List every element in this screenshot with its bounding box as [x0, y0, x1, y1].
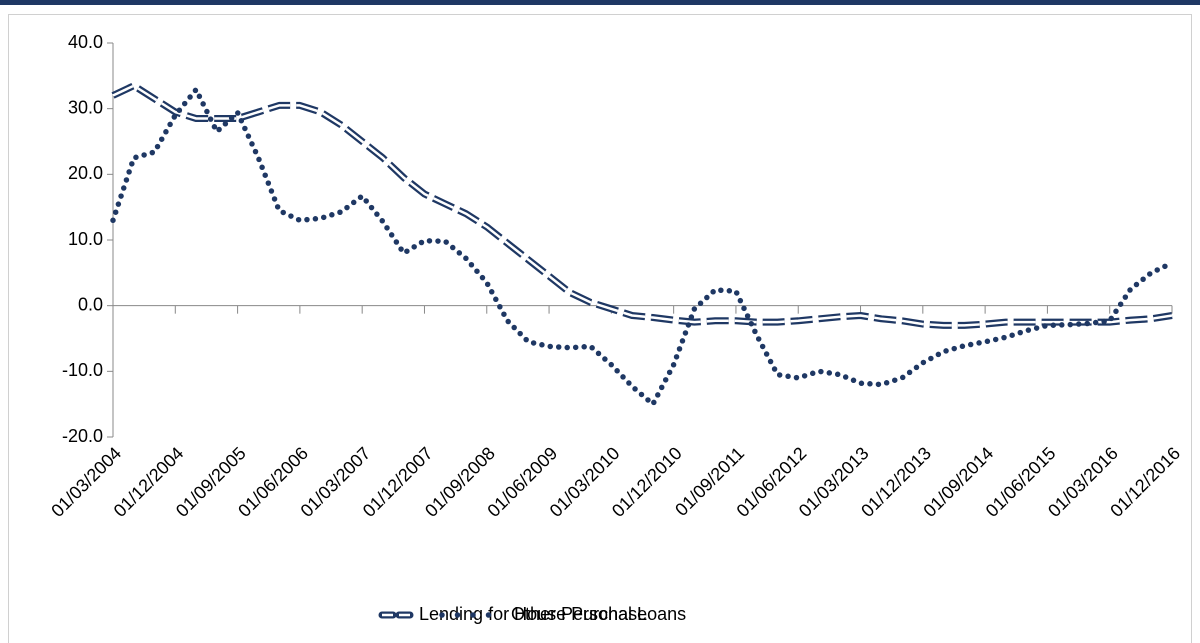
y-tick-label: 20.0 — [68, 163, 103, 183]
y-tick-label: 40.0 — [68, 32, 103, 52]
line-series — [111, 82, 1173, 329]
legend-label: Other Personal Loans — [511, 604, 686, 624]
line-series — [110, 84, 1175, 409]
y-tick-label: 10.0 — [68, 229, 103, 249]
top-bar — [0, 0, 1200, 5]
y-tick-label: -20.0 — [62, 426, 103, 446]
y-tick-label: 0.0 — [78, 294, 103, 314]
legend-label: Lending for House Purchase — [419, 604, 647, 624]
y-tick-label: -10.0 — [62, 360, 103, 380]
chart-border — [8, 14, 1192, 643]
y-tick-label: 30.0 — [68, 97, 103, 117]
line-series-inner — [112, 84, 1173, 327]
